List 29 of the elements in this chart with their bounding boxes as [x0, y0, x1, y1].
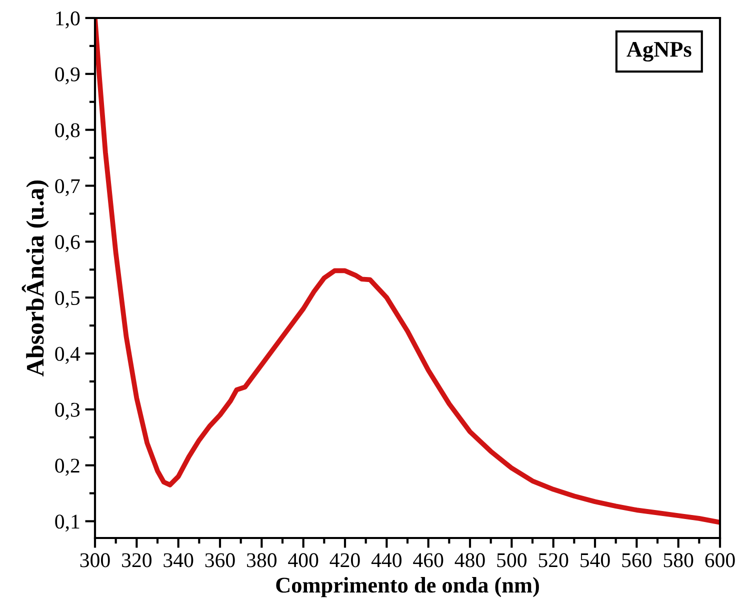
y-tick-label: 0,1: [55, 514, 80, 532]
y-tick-label: 0,6: [55, 235, 80, 252]
x-tick-label: 340: [164, 553, 194, 568]
y-tick-label: 0,3: [55, 402, 80, 420]
x-tick-label: 540: [580, 553, 610, 568]
annotation: AgNPs: [626, 42, 692, 62]
y-axis-title: AbsorbÂncia (u.a): [22, 180, 49, 376]
y-tick-label: 0,5: [55, 290, 80, 308]
y-tick-label: 0,4: [55, 346, 80, 364]
y-tick-label: 1,0: [56, 11, 80, 28]
x-tick-label: 560: [622, 553, 652, 568]
x-tick-label: 400: [288, 553, 318, 568]
x-tick-label: 420: [330, 553, 360, 568]
y-tick-label: 0,7: [55, 179, 80, 196]
y-tick-label: 0,8: [55, 123, 80, 140]
y-tick-label: 0,9: [55, 67, 80, 84]
x-tick-label: 380: [247, 553, 276, 568]
x-tick-label: 500: [497, 553, 526, 568]
x-tick-label: 600: [705, 553, 735, 568]
x-tick-label: 460: [413, 553, 444, 568]
x-axis-title: Comprimento de onda (nm): [276, 577, 539, 598]
y-tick-label: 0,2: [55, 458, 80, 476]
x-tick-label: 580: [664, 553, 694, 568]
x-tick-label: 300: [80, 553, 110, 568]
x-tick-label: 480: [454, 553, 485, 568]
x-tick-label: 440: [371, 553, 402, 568]
x-tick-label: 320: [122, 553, 152, 568]
x-tick-label: 520: [538, 553, 568, 568]
x-tick-label: 360: [205, 553, 235, 568]
